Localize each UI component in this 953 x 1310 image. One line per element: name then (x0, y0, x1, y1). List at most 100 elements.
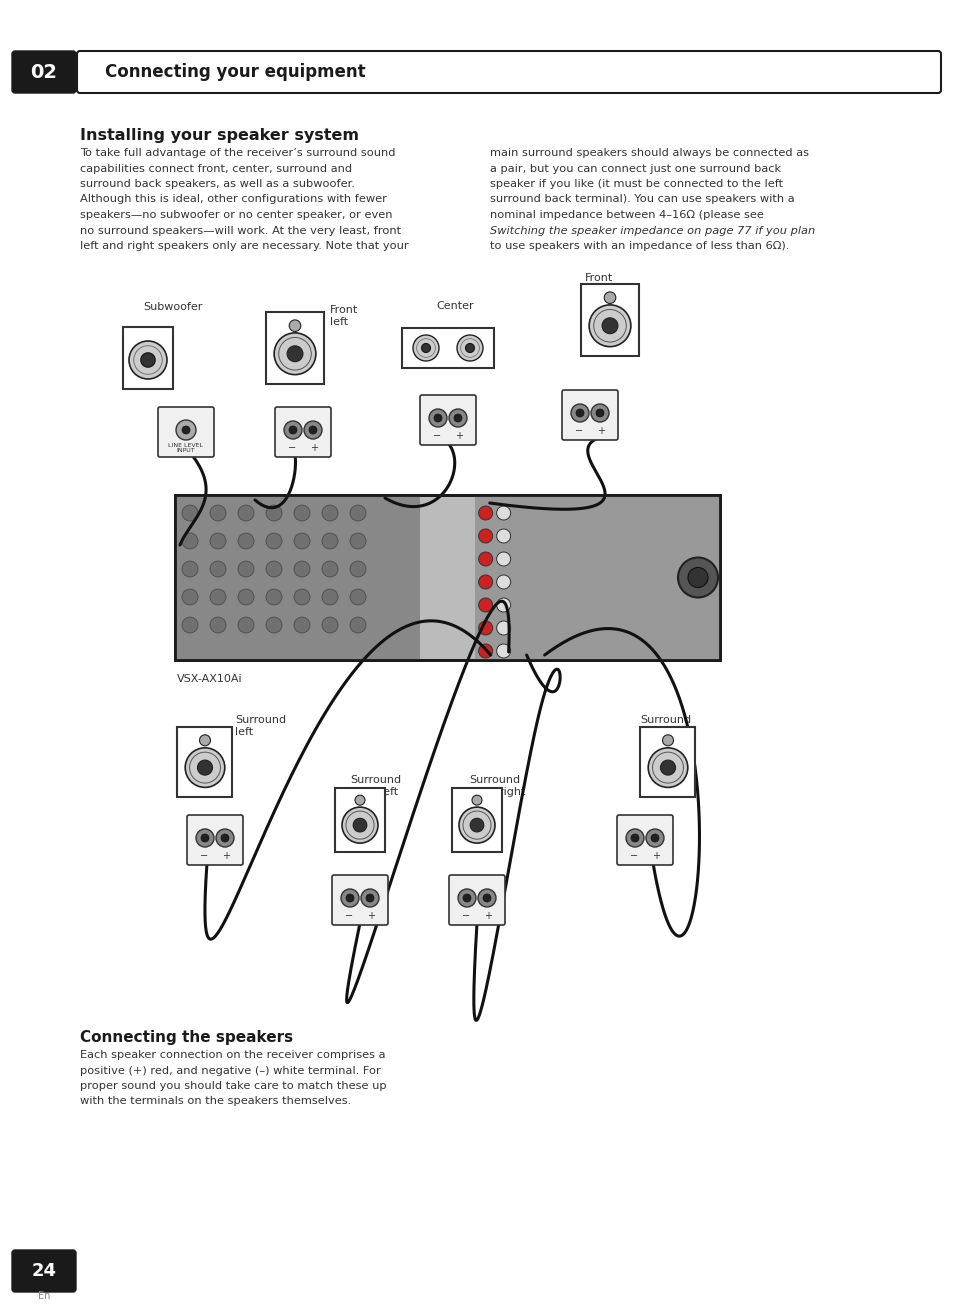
Circle shape (478, 621, 492, 635)
Circle shape (470, 819, 483, 832)
Circle shape (141, 352, 155, 367)
Text: left and right speakers only are necessary. Note that your: left and right speakers only are necessa… (80, 241, 408, 252)
Circle shape (175, 421, 195, 440)
Text: Each speaker connection on the receiver comprises a: Each speaker connection on the receiver … (80, 1051, 385, 1060)
Circle shape (294, 533, 310, 549)
Circle shape (497, 621, 510, 635)
Circle shape (210, 504, 226, 521)
Circle shape (360, 889, 378, 907)
Circle shape (237, 561, 253, 576)
Text: Front
right: Front right (584, 272, 613, 295)
Text: nominal impedance between 4–16Ω (please see: nominal impedance between 4–16Ω (please … (490, 210, 763, 220)
Circle shape (497, 597, 510, 612)
Circle shape (462, 893, 471, 903)
Text: proper sound you should take care to match these up: proper sound you should take care to mat… (80, 1081, 386, 1091)
Circle shape (266, 617, 282, 633)
FancyBboxPatch shape (274, 407, 331, 457)
Circle shape (197, 760, 213, 776)
Circle shape (266, 533, 282, 549)
Bar (174, 495, 720, 660)
FancyBboxPatch shape (77, 51, 940, 93)
Circle shape (497, 645, 510, 658)
Circle shape (601, 318, 618, 334)
FancyBboxPatch shape (639, 727, 695, 796)
Circle shape (129, 341, 167, 379)
Circle shape (413, 335, 438, 362)
FancyBboxPatch shape (332, 875, 388, 925)
Circle shape (287, 346, 303, 362)
FancyBboxPatch shape (158, 407, 213, 457)
Circle shape (350, 504, 366, 521)
Bar (174, 495, 420, 660)
Circle shape (478, 597, 492, 612)
FancyBboxPatch shape (335, 789, 385, 852)
Circle shape (294, 561, 310, 576)
Circle shape (210, 561, 226, 576)
Circle shape (478, 506, 492, 520)
Text: surround back terminal). You can use speakers with a: surround back terminal). You can use spe… (490, 194, 794, 204)
Circle shape (478, 552, 492, 566)
FancyBboxPatch shape (617, 815, 672, 865)
FancyBboxPatch shape (449, 875, 504, 925)
Text: −: − (629, 852, 638, 861)
Circle shape (478, 645, 492, 658)
Circle shape (284, 421, 302, 439)
Text: Surround
right: Surround right (639, 715, 690, 736)
Circle shape (366, 893, 374, 903)
Circle shape (182, 590, 198, 605)
Text: Switching the speaker impedance on page 77 if you plan: Switching the speaker impedance on page … (490, 225, 815, 236)
Text: +: + (222, 852, 230, 861)
Circle shape (590, 403, 608, 422)
Text: Although this is ideal, other configurations with fewer: Although this is ideal, other configurat… (80, 194, 387, 204)
FancyBboxPatch shape (177, 727, 233, 796)
Text: Connecting your equipment: Connecting your equipment (105, 63, 365, 81)
Circle shape (309, 426, 316, 434)
Circle shape (182, 504, 198, 521)
Circle shape (274, 333, 315, 375)
Circle shape (322, 533, 337, 549)
Circle shape (215, 829, 233, 848)
Text: +: + (483, 910, 492, 921)
Circle shape (478, 529, 492, 544)
Circle shape (449, 409, 467, 427)
Text: En: En (38, 1290, 51, 1301)
Circle shape (350, 617, 366, 633)
Text: 24: 24 (31, 1262, 56, 1280)
Circle shape (645, 829, 663, 848)
Text: Front
left: Front left (330, 305, 358, 326)
Circle shape (456, 335, 482, 362)
Text: with the terminals on the speakers themselves.: with the terminals on the speakers thems… (80, 1096, 351, 1107)
Text: −: − (461, 910, 470, 921)
Text: Installing your speaker system: Installing your speaker system (80, 128, 358, 143)
Text: +: + (597, 426, 604, 436)
Text: +: + (651, 852, 659, 861)
Circle shape (340, 889, 358, 907)
Circle shape (304, 421, 322, 439)
Text: speakers—no subwoofer or no center speaker, or even: speakers—no subwoofer or no center speak… (80, 210, 392, 220)
Circle shape (322, 504, 337, 521)
Text: −: − (288, 443, 295, 453)
Circle shape (341, 807, 377, 844)
Circle shape (477, 889, 496, 907)
FancyBboxPatch shape (12, 51, 76, 93)
Circle shape (322, 561, 337, 576)
Circle shape (421, 343, 430, 352)
Text: speaker if you like (it must be connected to the left: speaker if you like (it must be connecte… (490, 179, 782, 189)
Circle shape (199, 735, 211, 745)
Text: VSX-AX10Ai: VSX-AX10Ai (177, 675, 242, 684)
Text: LINE LEVEL
INPUT: LINE LEVEL INPUT (169, 443, 203, 453)
Circle shape (353, 819, 367, 832)
Text: to use speakers with an impedance of less than 6Ω).: to use speakers with an impedance of les… (490, 241, 788, 252)
Circle shape (210, 617, 226, 633)
Circle shape (497, 575, 510, 590)
Circle shape (647, 748, 687, 787)
Circle shape (596, 409, 603, 417)
Circle shape (350, 533, 366, 549)
Circle shape (434, 414, 441, 422)
Circle shape (237, 590, 253, 605)
Text: −: − (345, 910, 353, 921)
Text: positive (+) red, and negative (–) white terminal. For: positive (+) red, and negative (–) white… (80, 1065, 380, 1076)
Text: 02: 02 (30, 63, 57, 81)
Circle shape (294, 504, 310, 521)
Text: +: + (455, 431, 462, 441)
